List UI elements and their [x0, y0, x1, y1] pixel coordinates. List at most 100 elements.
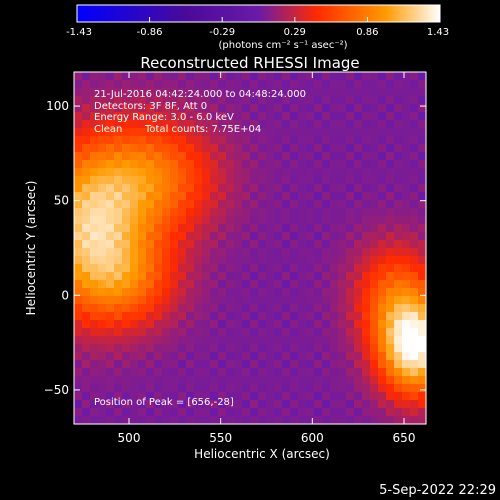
heatmap-cell	[402, 368, 411, 377]
heatmap-cell	[186, 272, 195, 281]
heatmap-cell	[114, 96, 123, 105]
heatmap-cell	[130, 208, 139, 217]
heatmap-cell	[266, 416, 275, 425]
heatmap-cell	[154, 304, 163, 313]
heatmap-cell	[306, 336, 315, 345]
heatmap-cell	[306, 144, 315, 153]
heatmap-cell	[314, 416, 323, 425]
heatmap-cell	[234, 240, 243, 249]
heatmap-cell	[298, 280, 307, 289]
heatmap-cell	[98, 72, 107, 81]
heatmap-cell	[250, 288, 259, 297]
heatmap-cell	[362, 392, 371, 401]
heatmap-cell	[146, 208, 155, 217]
heatmap-cell	[410, 80, 419, 89]
heatmap-cell	[418, 408, 427, 417]
heatmap-cell	[74, 200, 83, 209]
heatmap-cell	[114, 80, 123, 89]
heatmap-cell	[370, 88, 379, 97]
heatmap-cell	[418, 264, 427, 273]
heatmap-cell	[98, 304, 107, 313]
heatmap-cell	[234, 168, 243, 177]
heatmap-cell	[186, 384, 195, 393]
heatmap-cell	[146, 392, 155, 401]
heatmap-cell	[186, 176, 195, 185]
heatmap-cell	[362, 368, 371, 377]
heatmap-cell	[186, 144, 195, 153]
heatmap-cell	[130, 128, 139, 137]
heatmap-cell	[130, 408, 139, 417]
heatmap-cell	[306, 296, 315, 305]
heatmap-cell	[306, 80, 315, 89]
heatmap-cell	[250, 400, 259, 409]
heatmap-cell	[370, 312, 379, 321]
heatmap-cell	[410, 216, 419, 225]
heatmap-cell	[394, 120, 403, 129]
heatmap-cell	[162, 136, 171, 145]
heatmap-cell	[410, 240, 419, 249]
heatmap-cell	[314, 208, 323, 217]
heatmap-cell	[146, 352, 155, 361]
heatmap-cell	[330, 344, 339, 353]
heatmap-cell	[274, 112, 283, 121]
heatmap-cell	[218, 96, 227, 105]
heatmap-cell	[354, 400, 363, 409]
heatmap-cell	[362, 128, 371, 137]
heatmap-cell	[170, 224, 179, 233]
heatmap-cell	[370, 72, 379, 81]
heatmap-cell	[378, 160, 387, 169]
heatmap-cell	[394, 264, 403, 273]
heatmap-cell	[98, 88, 107, 97]
heatmap-cell	[226, 336, 235, 345]
heatmap-cell	[74, 352, 83, 361]
heatmap-cell	[338, 136, 347, 145]
heatmap-cell	[210, 192, 219, 201]
heatmap-cell	[370, 80, 379, 89]
heatmap-cell	[378, 88, 387, 97]
heatmap-cell	[138, 384, 147, 393]
heatmap-cell	[162, 248, 171, 257]
heatmap-cell	[186, 208, 195, 217]
heatmap-cell	[378, 264, 387, 273]
heatmap-cell	[410, 208, 419, 217]
heatmap-cell	[322, 136, 331, 145]
heatmap-cell	[418, 352, 427, 361]
heatmap-cell	[146, 184, 155, 193]
heatmap-cell	[298, 376, 307, 385]
heatmap-cell	[210, 416, 219, 425]
heatmap-cell	[282, 192, 291, 201]
heatmap-cell	[370, 144, 379, 153]
heatmap-cell	[250, 328, 259, 337]
heatmap-cell	[410, 200, 419, 209]
heatmap-cell	[74, 344, 83, 353]
heatmap-cell	[258, 336, 267, 345]
heatmap-cell	[234, 72, 243, 81]
heatmap-cell	[114, 224, 123, 233]
heatmap-cell	[90, 272, 99, 281]
heatmap-cell	[146, 256, 155, 265]
heatmap-cell	[402, 176, 411, 185]
heatmap-cell	[154, 272, 163, 281]
heatmap-cell	[234, 400, 243, 409]
heatmap-cell	[314, 88, 323, 97]
heatmap-cell	[338, 312, 347, 321]
heatmap-cell	[250, 184, 259, 193]
heatmap-cell	[130, 184, 139, 193]
heatmap-cell	[234, 136, 243, 145]
heatmap-cell	[322, 288, 331, 297]
heatmap-cell	[258, 312, 267, 321]
heatmap-cell	[74, 368, 83, 377]
heatmap-cell	[122, 416, 131, 425]
heatmap-cell	[130, 96, 139, 105]
heatmap-cell	[258, 88, 267, 97]
heatmap-cell	[242, 80, 251, 89]
heatmap-cell	[218, 360, 227, 369]
heatmap-cell	[386, 312, 395, 321]
heatmap-cell	[354, 336, 363, 345]
heatmap-cell	[74, 216, 83, 225]
heatmap-cell	[362, 80, 371, 89]
heatmap-cell	[250, 216, 259, 225]
heatmap-cell	[170, 152, 179, 161]
heatmap-cell	[170, 296, 179, 305]
